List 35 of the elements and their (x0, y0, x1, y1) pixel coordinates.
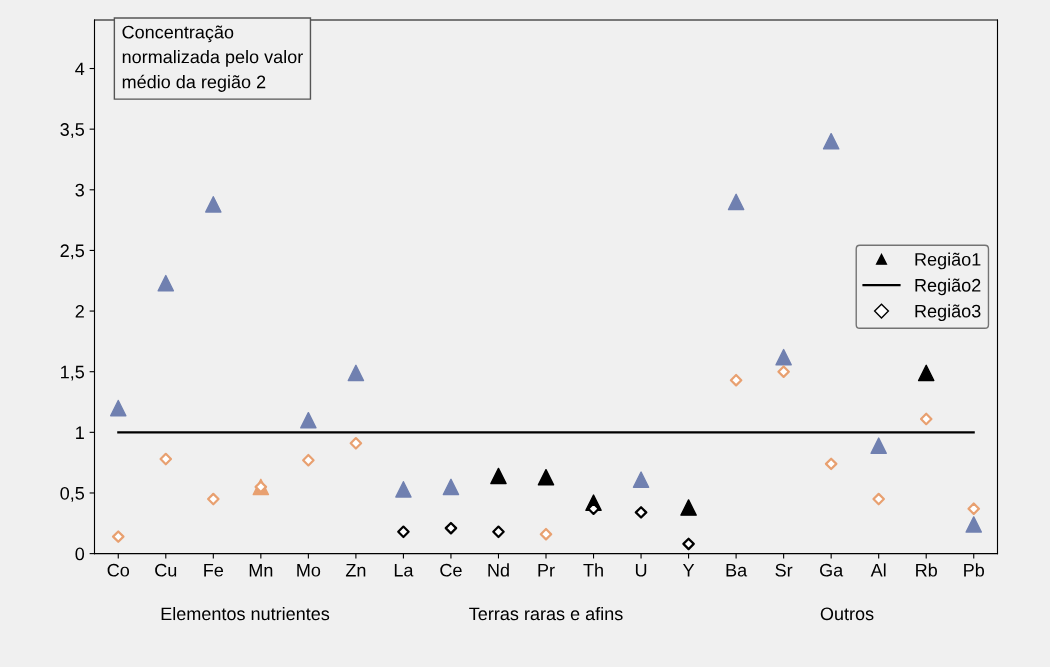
x-tick-label: Th (583, 563, 603, 577)
x-tick-label: Pr (538, 564, 555, 577)
x-tick-label: Ba (726, 564, 748, 577)
x-tick-label: Nd (488, 563, 509, 577)
x-tick-label: Mo (297, 564, 321, 577)
text: Terras raras e afins (469, 606, 623, 621)
x-tick-label: Zn (345, 564, 366, 577)
legend-label: Região1 (915, 252, 981, 270)
x-tick-label: Mn (249, 564, 273, 577)
y-tick-label: 0 (75, 547, 85, 561)
x-tick-label: Fe (204, 564, 224, 577)
x-tick-label: Y (682, 564, 695, 577)
x-tick-label: La (394, 564, 414, 577)
x-tick-label: U (635, 564, 647, 577)
legend-label: Região2 (915, 278, 981, 296)
y-tick-label: 1,5 (61, 365, 85, 381)
y-tick-label: 0,5 (60, 486, 85, 502)
y-tick-label: 1 (76, 426, 84, 439)
x-tick-label: Ce (440, 563, 462, 577)
x-tick-label: Sr (775, 563, 793, 577)
y-tick-label: 3,5 (60, 123, 85, 139)
y-tick-label: 4 (75, 62, 85, 76)
annotation: Concentração normalizada pelo valor médio da região 2 (122, 25, 303, 92)
x-tick-label: Rb (916, 563, 937, 577)
x-tick-label: Co (107, 563, 130, 577)
text: Elementos nutrientes (161, 606, 330, 621)
y-tick-label: 2,5 (60, 244, 85, 260)
text: Outros (820, 607, 874, 621)
x-tick-label: Cu (155, 563, 177, 577)
x-tick-label: Pb (964, 563, 985, 577)
y-tick-label: 2 (75, 305, 84, 318)
y-tick-label: 3 (75, 183, 84, 197)
legend-label: Região3 (915, 304, 981, 322)
x-tick-label: Ga (820, 563, 844, 577)
x-tick-label: Al (870, 563, 886, 577)
